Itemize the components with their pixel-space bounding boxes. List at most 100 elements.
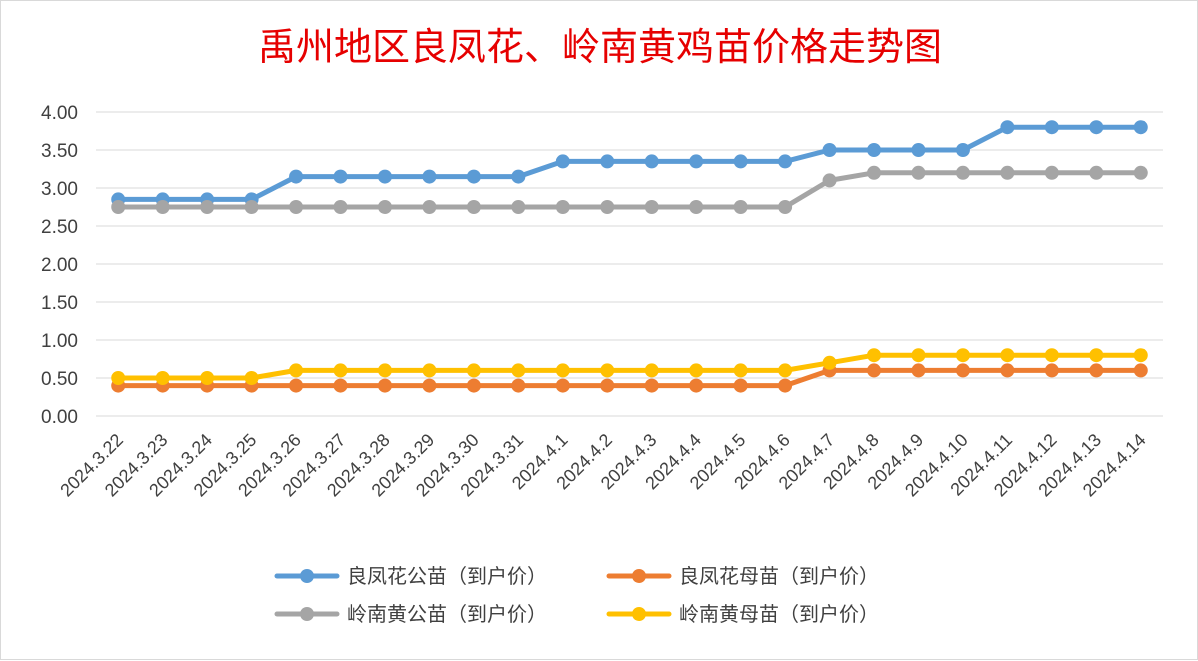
data-point	[200, 371, 215, 385]
data-point	[1044, 120, 1059, 135]
data-point	[289, 363, 304, 378]
legend-label: 岭南黄母苗（到户价）	[679, 602, 879, 626]
legend: 良凤花公苗（到户价） 良凤花母苗（到户价） 岭南黄公苗（到户价） 岭南黄母苗（到户价）	[274, 564, 879, 626]
y-tick-label: 4.00	[41, 103, 78, 124]
data-point	[555, 154, 570, 169]
data-point	[511, 363, 526, 378]
data-point	[644, 363, 659, 378]
data-point	[867, 363, 882, 378]
data-point	[1044, 348, 1059, 363]
data-point	[1133, 120, 1148, 135]
data-point	[644, 378, 659, 393]
data-point	[689, 154, 704, 169]
data-point	[955, 348, 970, 363]
legend-item: 岭南黄公苗（到户价）	[274, 602, 547, 626]
series	[111, 348, 1148, 385]
data-point	[289, 378, 304, 393]
y-tick-label: 1.50	[41, 293, 78, 314]
series-line	[115, 367, 1144, 389]
data-point	[600, 154, 615, 169]
data-point	[955, 143, 970, 157]
data-point	[155, 371, 170, 385]
y-axis-tick-labels: 0.00 0.50 1.00 1.50 2.00 2.50 3.00 3.50 4.00	[41, 103, 78, 428]
data-point	[377, 169, 392, 184]
data-point	[778, 154, 793, 169]
y-tick-label: 2.00	[41, 255, 78, 276]
y-tick-label: 3.50	[41, 141, 78, 162]
data-point	[1089, 120, 1104, 135]
legend-marker	[632, 607, 646, 621]
legend-label: 良凤花母苗（到户价）	[679, 564, 879, 588]
data-point	[244, 200, 259, 214]
legend-marker	[632, 569, 646, 583]
y-tick-label: 3.00	[41, 179, 78, 200]
data-point	[1133, 165, 1148, 180]
data-point	[1044, 363, 1059, 378]
data-point	[911, 363, 926, 378]
data-point	[867, 143, 882, 157]
x-axis-tick-labels: 2024.3.222024.3.232024.3.242024.3.252024…	[56, 430, 1149, 501]
data-point	[466, 363, 481, 378]
data-point	[377, 200, 392, 214]
data-point	[111, 371, 126, 385]
data-point	[289, 169, 304, 184]
legend-label: 良凤花公苗（到户价）	[347, 564, 547, 588]
data-point	[600, 378, 615, 393]
data-point	[555, 363, 570, 378]
series-line	[115, 124, 1144, 202]
data-point	[911, 348, 926, 363]
series	[111, 120, 1148, 207]
data-point	[911, 143, 926, 157]
data-point	[778, 378, 793, 393]
data-point	[422, 363, 437, 378]
data-point	[955, 363, 970, 378]
data-point	[466, 378, 481, 393]
legend-item: 良凤花母苗（到户价）	[606, 564, 879, 588]
data-point	[644, 154, 659, 169]
data-point	[1000, 120, 1015, 135]
data-point	[377, 378, 392, 393]
series-layer	[111, 120, 1148, 393]
chart-title: 禹州地区良凤花、岭南黄鸡苗价格走势图	[258, 25, 942, 69]
data-point	[155, 200, 170, 214]
y-tick-label: 2.50	[41, 217, 78, 238]
data-point	[778, 363, 793, 378]
series-line	[115, 170, 1144, 210]
data-point	[955, 165, 970, 180]
data-point	[1044, 165, 1059, 180]
data-point	[600, 363, 615, 378]
data-point	[822, 173, 837, 188]
legend-marker	[300, 569, 314, 583]
data-point	[1133, 348, 1148, 363]
data-point	[466, 169, 481, 184]
data-point	[867, 165, 882, 180]
data-point	[377, 363, 392, 378]
data-point	[600, 200, 615, 214]
y-tick-label: 0.50	[41, 369, 78, 390]
series	[111, 165, 1148, 214]
data-point	[333, 363, 348, 378]
data-point	[1089, 165, 1104, 180]
data-point	[689, 200, 704, 214]
data-point	[1089, 348, 1104, 363]
data-point	[244, 371, 259, 385]
legend-label: 岭南黄公苗（到户价）	[347, 602, 547, 626]
data-point	[111, 200, 126, 214]
data-point	[333, 169, 348, 184]
data-point	[511, 378, 526, 393]
y-tick-label: 0.00	[41, 407, 78, 428]
data-point	[689, 378, 704, 393]
data-point	[644, 200, 659, 214]
data-point	[555, 200, 570, 214]
series	[111, 363, 1148, 393]
data-point	[1000, 165, 1015, 180]
data-point	[911, 165, 926, 180]
series-line	[115, 352, 1144, 381]
data-point	[422, 378, 437, 393]
data-point	[733, 200, 748, 214]
legend-item: 岭南黄母苗（到户价）	[606, 602, 879, 626]
data-point	[289, 200, 304, 214]
data-point	[867, 348, 882, 363]
